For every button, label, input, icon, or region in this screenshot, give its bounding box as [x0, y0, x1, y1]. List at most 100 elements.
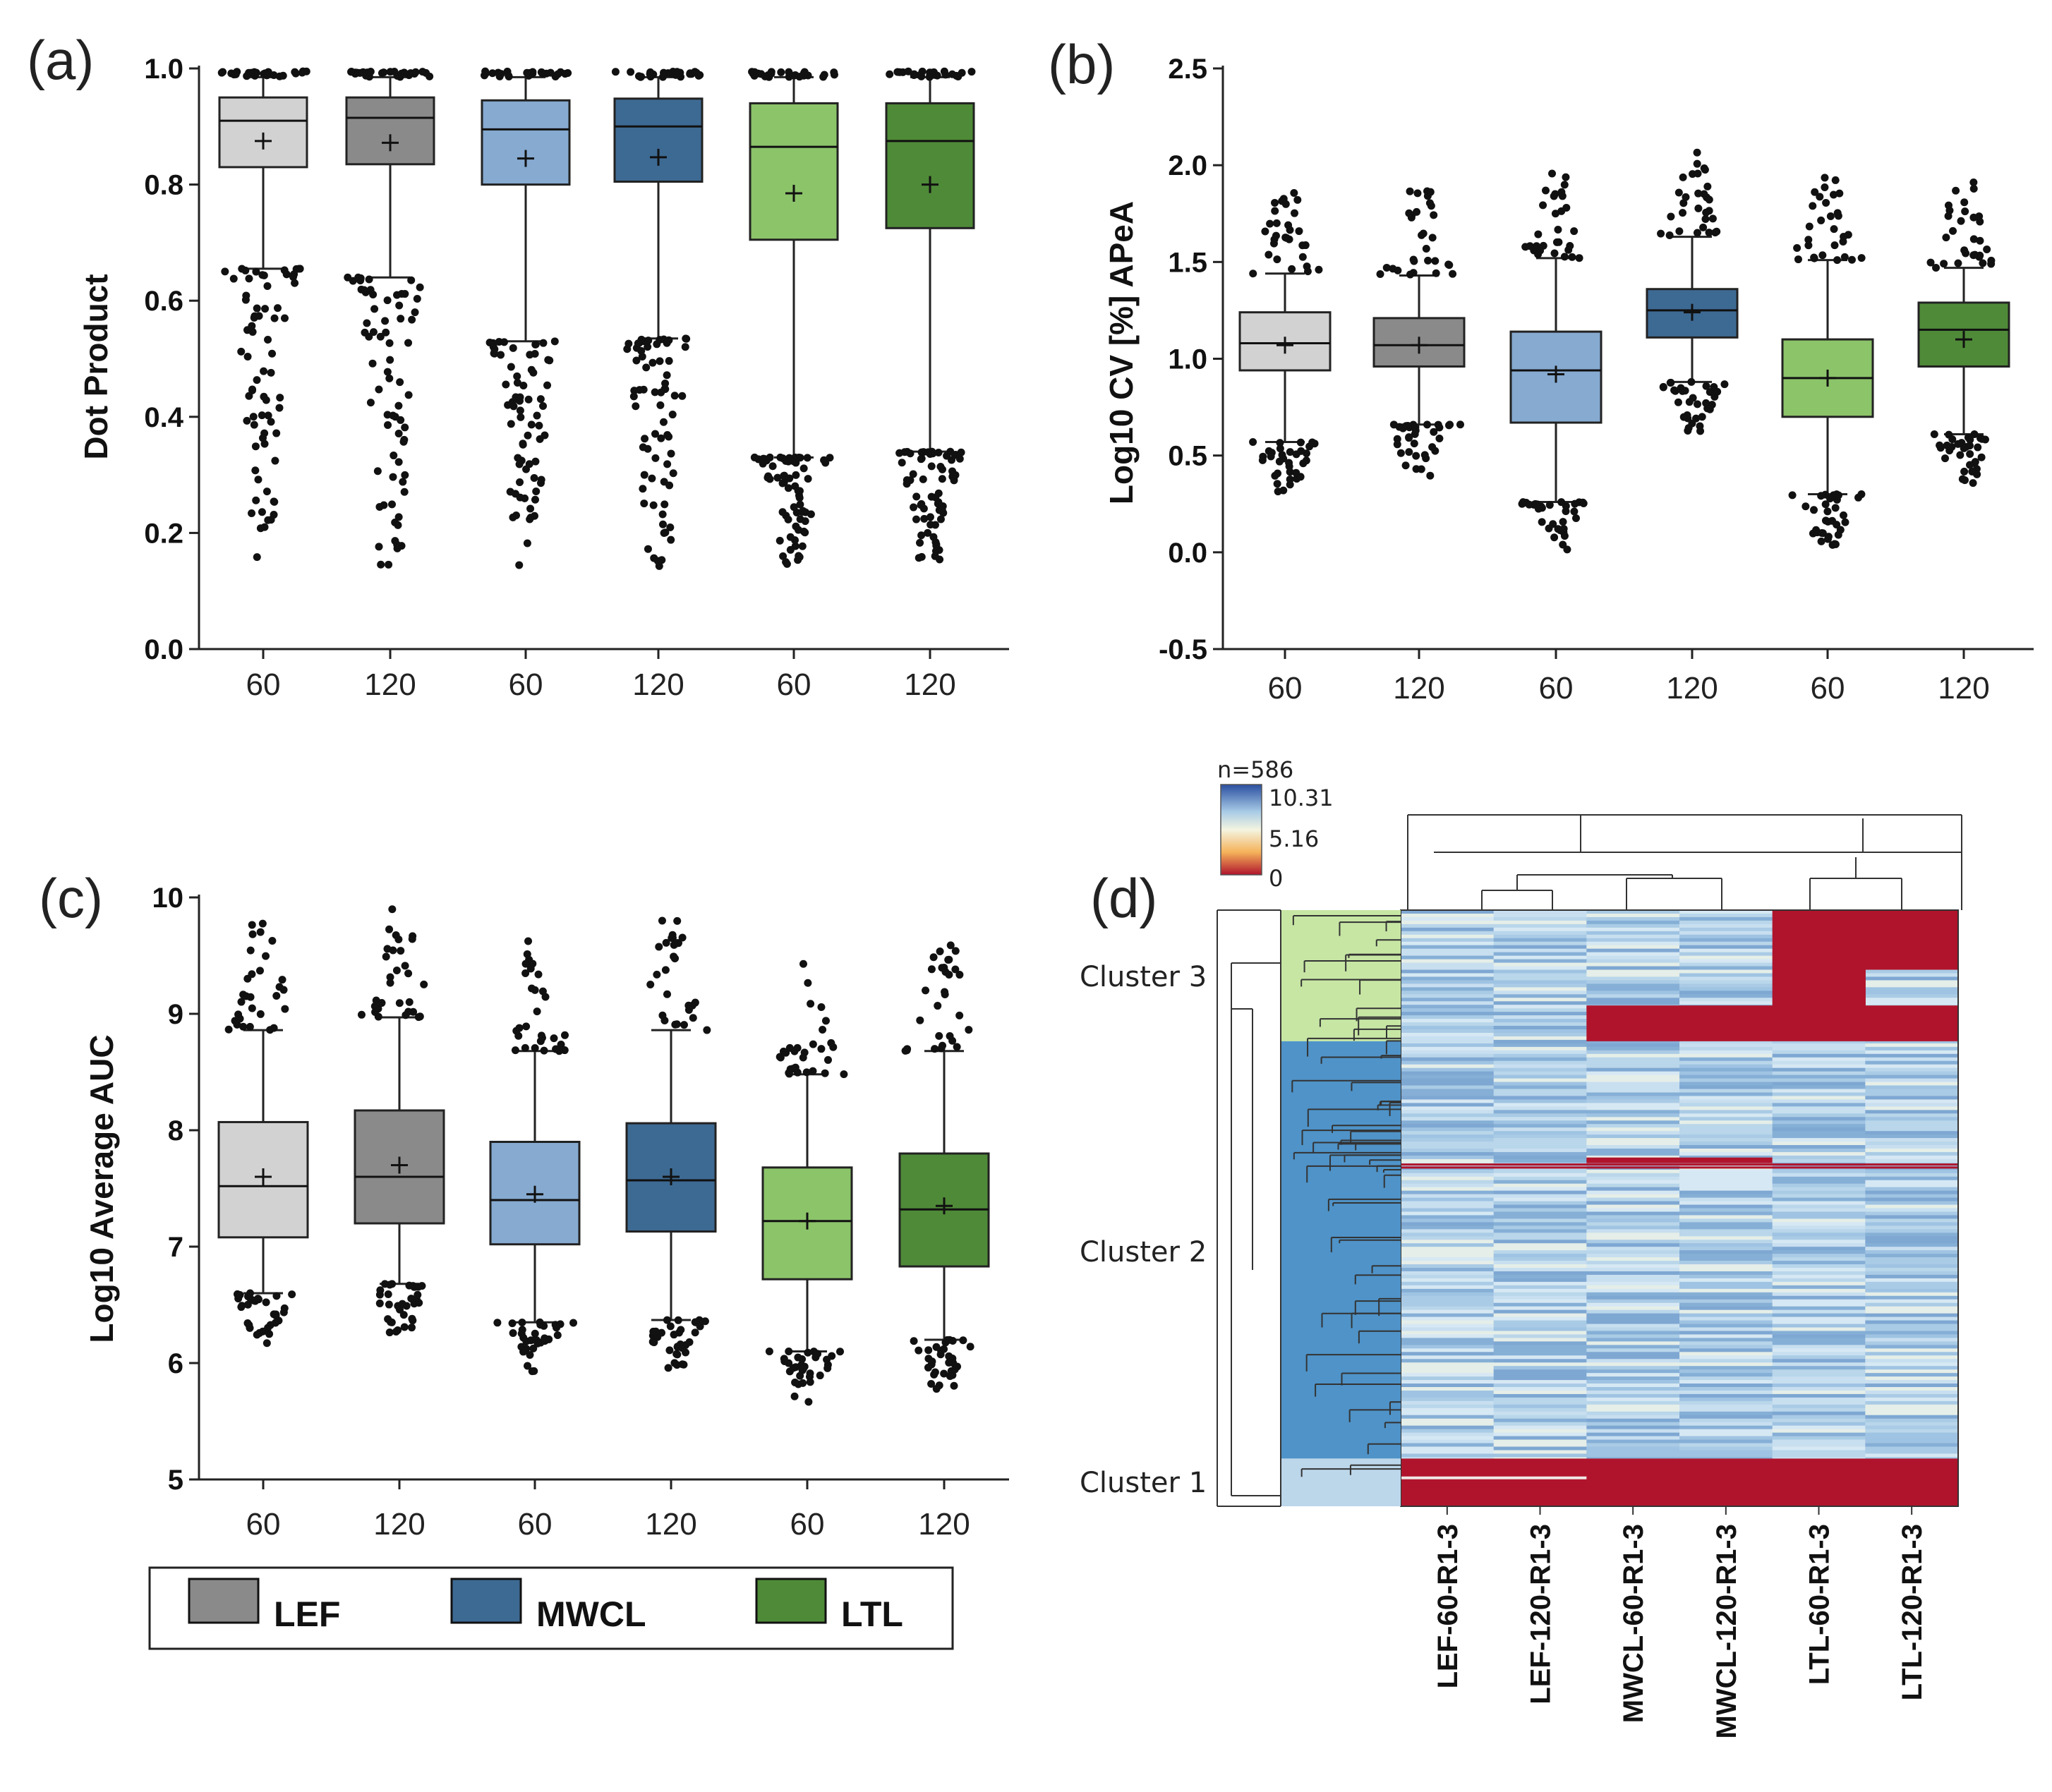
- y-tick-label: 1.0: [1168, 344, 1207, 375]
- heatmap-cell: [1865, 1233, 1959, 1237]
- heatmap-cell: [1865, 998, 1959, 1002]
- heatmap-missing-block: [1772, 1458, 1866, 1506]
- heatmap-cell: [1865, 1176, 1959, 1181]
- heatmap-cell: [1772, 1158, 1866, 1163]
- outlier-point: [356, 68, 364, 77]
- heatmap-cell: [1679, 1082, 1773, 1086]
- heatmap-cell: [1401, 1222, 1495, 1226]
- heatmap-cell: [1586, 1218, 1680, 1223]
- outlier-point: [1705, 229, 1713, 237]
- outlier-point: [668, 411, 677, 419]
- heatmap-cell: [1401, 1359, 1495, 1363]
- outlier-point: [1435, 423, 1444, 432]
- heatmap-cell: [1865, 1050, 1959, 1055]
- outlier-point: [529, 368, 538, 377]
- heatmap-cell: [1493, 1338, 1587, 1342]
- outlier-point: [531, 1044, 539, 1053]
- colorbar-max-label: 10.31: [1269, 785, 1334, 811]
- heatmap-cell: [1772, 1278, 1866, 1283]
- outlier-point: [519, 440, 527, 448]
- heatmap-cell: [1865, 1060, 1959, 1065]
- outlier-point: [1817, 492, 1825, 500]
- outlier-point: [1840, 253, 1849, 261]
- heatmap-cell: [1586, 1197, 1680, 1202]
- outlier-point: [526, 1351, 534, 1360]
- outlier-point: [372, 996, 380, 1005]
- heatmap-cell: [1401, 1155, 1495, 1160]
- outlier-point: [522, 1337, 531, 1345]
- outlier-point: [1271, 471, 1279, 480]
- heatmap-cell: [1772, 1197, 1866, 1202]
- outlier-point: [507, 420, 515, 428]
- outlier-point: [651, 388, 659, 396]
- heatmap-cell: [1772, 1453, 1866, 1458]
- heatmap-cell: [1586, 987, 1680, 991]
- heatmap-cell: [1401, 1281, 1495, 1286]
- heatmap-cell: [1493, 934, 1587, 939]
- outlier-point: [1428, 234, 1437, 242]
- heatmap-cell: [1401, 1187, 1495, 1192]
- outlier-point: [1401, 461, 1410, 470]
- outlier-point: [1274, 488, 1282, 496]
- outlier-point: [514, 454, 522, 462]
- heatmap-cell: [1679, 1268, 1773, 1272]
- heatmap-cell: [1401, 1197, 1495, 1202]
- heatmap-cell: [1679, 1089, 1773, 1094]
- outlier-point: [827, 1039, 835, 1047]
- heatmap-cell: [1401, 1032, 1495, 1037]
- outlier-point: [1525, 500, 1533, 509]
- outlier-point: [662, 938, 670, 947]
- legend: LEF MWCL LTL: [148, 1566, 954, 1650]
- heatmap-cell: [1865, 1390, 1959, 1395]
- heatmap-cell: [1679, 1299, 1773, 1304]
- heatmap-cell: [1493, 1180, 1587, 1185]
- heatmap-cell: [1865, 1387, 1959, 1391]
- outlier-point: [934, 489, 943, 497]
- outlier-point: [369, 328, 378, 337]
- outlier-point: [931, 1368, 939, 1376]
- heatmap-cell: [1865, 1046, 1959, 1051]
- heatmap-cell: [1865, 1096, 1959, 1101]
- outlier-point: [506, 488, 514, 496]
- heatmap-cell: [1772, 1348, 1866, 1352]
- heatmap-cell: [1401, 1145, 1495, 1149]
- heatmap-cell: [1679, 1173, 1773, 1177]
- outlier-point: [1976, 217, 1984, 226]
- outlier-point: [394, 521, 402, 529]
- outlier-point: [667, 449, 675, 458]
- heatmap-cell: [1865, 1397, 1959, 1402]
- outlier-point: [792, 522, 800, 531]
- outlier-point: [366, 286, 375, 294]
- heatmap-cell: [1772, 1134, 1866, 1139]
- outlier-point: [1422, 244, 1430, 253]
- outlier-point: [959, 1336, 967, 1345]
- heatmap-cell: [1493, 1008, 1587, 1012]
- heatmap-cell: [1586, 1384, 1680, 1388]
- heatmap-cell: [1772, 1281, 1866, 1286]
- cluster-2-label: Cluster 2: [1080, 1236, 1207, 1269]
- outlier-point: [288, 1290, 296, 1299]
- outlier-point: [557, 1040, 565, 1048]
- y-tick-label: 7: [168, 1232, 183, 1263]
- outlier-point: [1679, 173, 1687, 181]
- outlier-point: [262, 71, 271, 80]
- heatmap-cell: [1586, 962, 1680, 967]
- heatmap-cell: [1679, 998, 1773, 1002]
- heatmap-cell: [1493, 1380, 1587, 1384]
- heatmap-cell: [1493, 1411, 1587, 1416]
- heatmap-cell: [1493, 1149, 1587, 1153]
- outlier-point: [238, 265, 246, 273]
- outlier-point: [1940, 260, 1948, 268]
- heatmap-cell: [1493, 1257, 1587, 1261]
- heatmap-cell: [1772, 1247, 1866, 1251]
- outlier-point: [274, 1316, 283, 1325]
- heatmap-cell: [1679, 1215, 1773, 1220]
- heatmap-cell: [1401, 1190, 1495, 1195]
- outlier-point: [298, 68, 306, 77]
- outlier-point: [1829, 190, 1837, 199]
- outlier-point: [1410, 440, 1418, 448]
- outlier-point: [526, 351, 534, 359]
- outlier-point: [1962, 249, 1970, 258]
- heatmap-cell: [1865, 1429, 1959, 1434]
